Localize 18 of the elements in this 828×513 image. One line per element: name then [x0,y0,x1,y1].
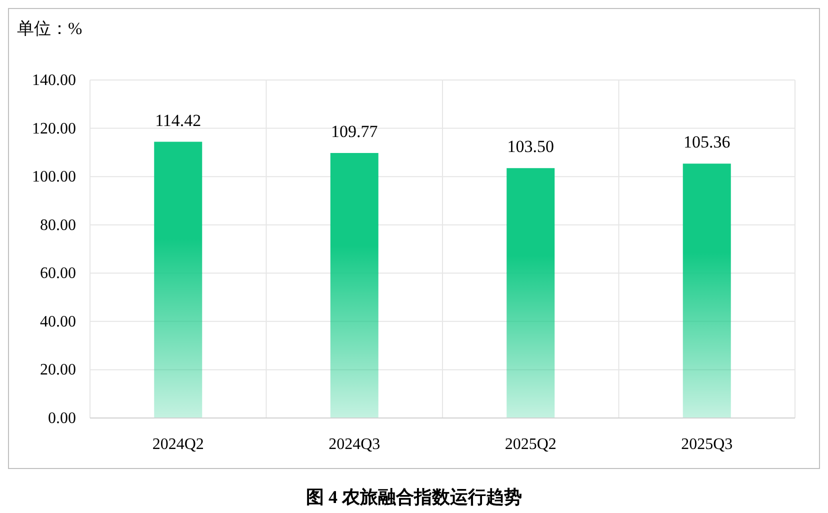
y-tick-label: 60.00 [40,265,76,282]
x-tick-label: 2024Q2 [152,436,204,453]
y-tick-label: 80.00 [40,216,76,234]
y-axis-title: 单位：% [17,19,82,38]
y-tick-label: 20.00 [40,362,76,379]
x-tick-label: 2025Q3 [681,436,733,453]
data-label: 109.77 [331,122,378,141]
y-tick-label: 0.00 [48,410,76,427]
y-tick-label: 40.00 [40,313,76,330]
y-tick-label: 100.00 [32,168,76,186]
data-label: 103.50 [507,137,554,156]
y-tick-label: 140.00 [32,72,76,89]
x-tick-label: 2024Q3 [328,436,380,453]
data-label: 114.42 [155,110,202,130]
y-tick-label: 120.00 [32,120,76,138]
text: 图 4 农旅融合指数运行趋势 [306,487,522,507]
x-tick-label: 2025Q2 [504,436,556,453]
data-label: 105.36 [684,132,730,152]
